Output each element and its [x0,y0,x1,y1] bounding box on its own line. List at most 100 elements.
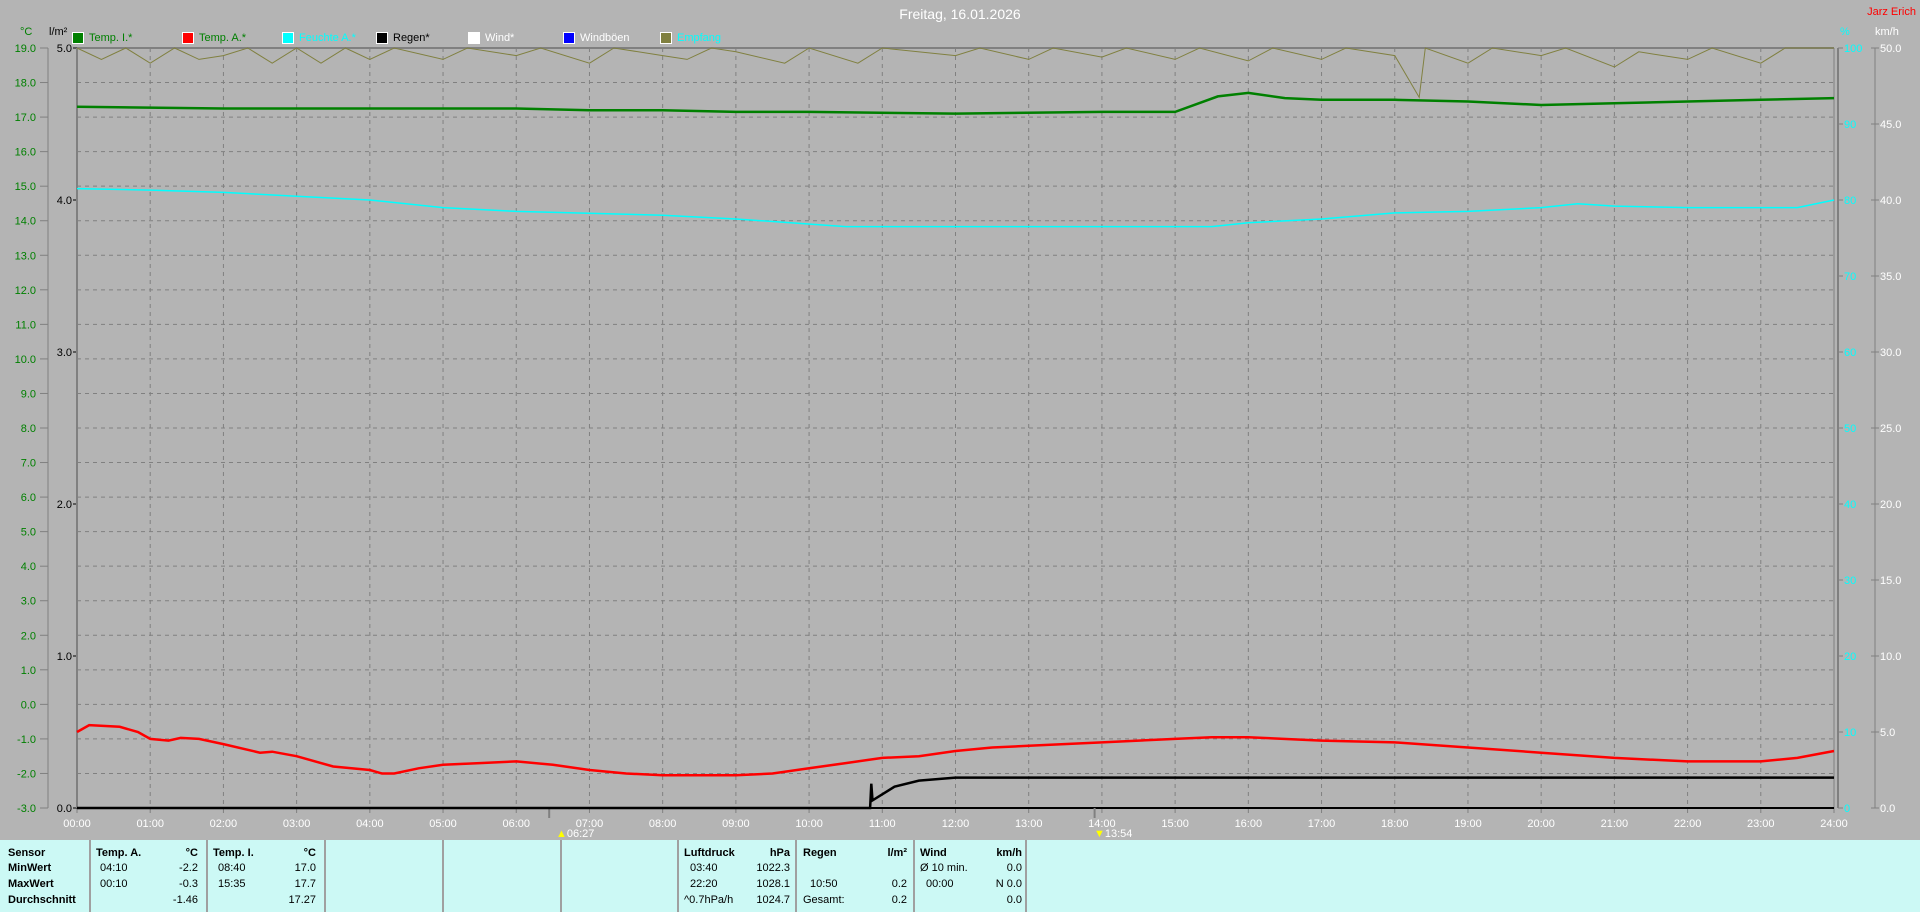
temp-a-max: -0.3 [179,878,198,890]
x-tick-label: 17:00 [1308,818,1336,830]
sun-icon: ▼ [1094,828,1105,840]
temp-tick-label: 2.0 [21,630,36,642]
legend-label: Temp. A.* [199,32,247,44]
temp-tick-label: 3.0 [21,596,36,608]
pressure-min: 1022.3 [756,862,790,874]
temp-tick-label: 7.0 [21,458,36,470]
rain-tick-label: 1.0 [57,651,72,663]
series-line-empfang [76,47,1834,99]
x-tick-label: 12:00 [942,818,970,830]
row-label-avg: Durchschnitt [8,894,76,906]
wind-tick-label: 20.0 [1880,499,1901,511]
temp-tick-label: -3.0 [17,803,36,815]
temp-tick-label: 1.0 [21,665,36,677]
temp-i-header: Temp. I. [213,847,254,859]
x-tick-label: 02:00 [210,818,238,830]
wind-last: 0.0 [1006,894,1022,906]
wind-tick-label: 5.0 [1880,727,1895,739]
temp-i-avg: 17.27 [288,894,316,906]
legend-swatch [182,32,194,44]
humidity-tick-label: 50 [1844,423,1856,435]
x-tick-label: 11:00 [869,818,896,830]
x-tick-label: 03:00 [283,818,311,830]
temp-a-max-time: 00:10 [100,878,128,890]
legend-swatch [72,32,84,44]
x-tick-label: 22:00 [1674,818,1702,830]
wind-tick-label: 45.0 [1880,119,1901,131]
temp-tick-label: 4.0 [21,561,36,573]
series-line-feuchtea [76,187,1835,228]
wind-avg: 0.0 [1006,862,1022,874]
temp-i-max-time: 15:35 [218,878,246,890]
wind-tick-label: 35.0 [1880,271,1901,283]
legend-label: Wind* [485,32,515,44]
wind-tick-label: 25.0 [1880,423,1901,435]
temp-tick-label: 15.0 [15,181,36,193]
pressure-current: 1024.7 [756,894,790,906]
pressure-min-time: 03:40 [690,862,718,874]
temp-i-min: 17.0 [294,862,316,874]
wind-tick-label: 0.0 [1880,803,1895,815]
rain-unit-label: l/m² [49,26,68,38]
temp-tick-label: 14.0 [15,216,36,228]
humidity-tick-label: 0 [1844,803,1850,815]
rain-tick-label: 0.0 [57,803,72,815]
legend-label: Temp. I.* [89,32,133,44]
rain-total: 0.2 [891,894,907,906]
series-line-regen [77,776,1834,810]
x-tick-label: 05:00 [429,818,457,830]
humidity-tick-label: 20 [1844,651,1856,663]
humidity-tick-label: 80 [1844,195,1856,207]
legend-label: Feuchte A.* [299,32,356,44]
x-tick-label: 18:00 [1381,818,1409,830]
author-label: Jarz Erich [1867,6,1916,18]
x-tick-label: 08:00 [649,818,677,830]
wind-tick-label: 30.0 [1880,347,1901,359]
temp-tick-label: 6.0 [21,492,36,504]
rain-unit: l/m² [887,847,907,859]
x-tick-label: 15:00 [1161,818,1189,830]
temp-tick-label: 0.0 [21,699,36,711]
legend-item: Empfang [660,32,721,44]
temp-tick-label: -1.0 [17,734,36,746]
rain-tick-label: 3.0 [57,347,72,359]
temp-a-header: Temp. A. [96,847,142,859]
weather-chart: 19.0 18.0 17.0 16.0 15.0 14.0 13.0 12.0 11.0 10.0… [15,43,1902,830]
humidity-unit-label: % [1840,26,1850,38]
legend-swatch [282,32,294,44]
wind-header: Wind [920,847,947,859]
pressure-trend: ^0.7hPa/h [684,894,734,906]
temp-tick-label: 12.0 [15,285,36,297]
wind-tick-label: 15.0 [1880,575,1901,587]
pressure-max-time: 22:20 [690,878,718,890]
x-tick-label: 07:00 [576,818,604,830]
wind-tick-label: 40.0 [1880,195,1901,207]
temp-tick-label: 11.0 [15,319,36,331]
x-tick-label: 10:00 [795,818,823,830]
temp-tick-label: -2.0 [17,768,36,780]
temp-tick-label: 18.0 [15,78,36,90]
temp-tick-label: 13.0 [15,250,36,262]
temp-a-avg: -1.46 [172,894,198,906]
x-tick-label: 19:00 [1454,818,1482,830]
rain-time: 10:50 [810,878,838,890]
row-label-min: MinWert [8,862,52,874]
temp-i-max: 17.7 [294,878,316,890]
x-tick-label: 04:00 [356,818,384,830]
x-tick-label: 16:00 [1235,818,1263,830]
humidity-tick-label: 90 [1844,119,1856,131]
temp-tick-label: 10.0 [15,354,36,366]
legend-item: Feuchte A.* [282,32,356,44]
rain-tick-label: 2.0 [57,499,72,511]
rise-marker: ▲06:27 [556,828,594,840]
legend-label: Windböen [580,32,630,44]
set-time: 13:54 [1104,828,1133,840]
legend-item: Wind* [468,32,514,44]
legend-swatch [468,32,480,44]
x-tick-label: 01:00 [136,818,164,830]
row-label-max: MaxWert [8,878,54,890]
temp-tick-label: 17.0 [15,112,36,124]
x-tick-label: 06:00 [502,818,530,830]
pressure-unit: hPa [769,847,790,859]
x-tick-label: 00:00 [63,818,91,830]
